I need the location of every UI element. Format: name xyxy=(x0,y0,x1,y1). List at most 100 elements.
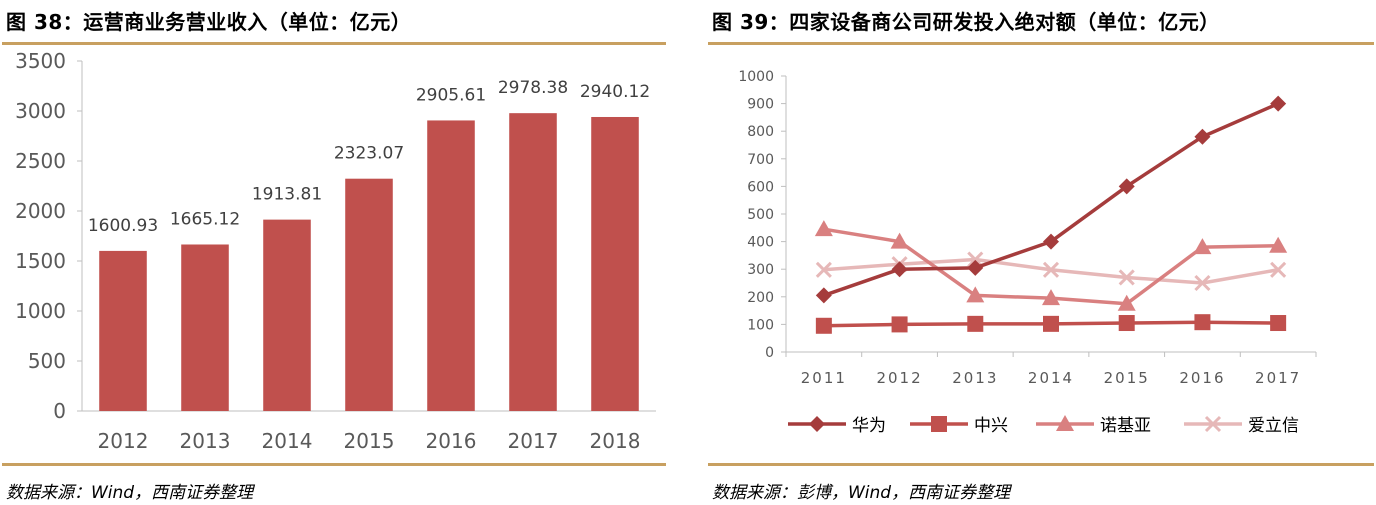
bar-x-tick-label: 2016 xyxy=(426,429,477,453)
series-zte xyxy=(815,314,1287,334)
data-point-nokia xyxy=(1117,294,1136,311)
data-point-huawei xyxy=(1194,128,1211,145)
bar-data-label: 2905.61 xyxy=(416,85,486,105)
left-source-note: 数据来源：Wind，西南证券整理 xyxy=(6,483,254,503)
bar-y-tick-label: 1000 xyxy=(15,299,66,323)
bar-2015 xyxy=(345,178,393,411)
left-bottom-rule xyxy=(2,463,666,466)
right-bottom-rule xyxy=(708,463,1374,466)
data-point-zte xyxy=(1194,314,1211,331)
data-point-huawei xyxy=(1270,95,1287,112)
series-ericsson xyxy=(815,251,1287,292)
legend-entry-ericsson: 爱立信 xyxy=(1184,415,1299,436)
right-source-note: 数据来源：彭博，Wind，西南证券整理 xyxy=(712,483,1011,503)
bar-2017 xyxy=(509,113,557,412)
data-point-huawei xyxy=(967,259,984,276)
data-point-zte xyxy=(891,316,908,333)
data-point-nokia xyxy=(966,286,985,303)
line-x-tick-label: 2015 xyxy=(1104,369,1150,387)
series-nokia xyxy=(814,220,1288,311)
line-y-tick-label: 900 xyxy=(747,97,774,113)
bar-x-tick-label: 2014 xyxy=(262,429,313,453)
bar-data-label: 2978.38 xyxy=(498,78,568,98)
line-y-tick-label: 0 xyxy=(765,345,774,361)
left-chart-panel: 图 38：运营商业务营业收入（单位：亿元） 0 500 1000 1500 2000 25… xyxy=(0,0,668,505)
data-point-ericsson xyxy=(815,261,832,278)
bar-x-tick-label: 2015 xyxy=(344,429,395,453)
data-point-huawei xyxy=(815,287,832,304)
bar-data-label: 2323.07 xyxy=(334,144,404,164)
bar-x-tick-label: 2013 xyxy=(180,429,231,453)
bar-data-label: 1913.81 xyxy=(252,185,322,205)
line-x-tick-label: 2014 xyxy=(1028,369,1074,387)
line-y-tick-label: 100 xyxy=(747,317,774,333)
bar-data-label: 1600.93 xyxy=(88,216,158,236)
bar-2013 xyxy=(181,244,229,411)
bar-y-tick-label: 2500 xyxy=(15,149,66,173)
data-point-huawei xyxy=(891,261,908,278)
line-x-tick-label: 2013 xyxy=(952,369,998,387)
line-x-tick-label: 2011 xyxy=(801,369,847,387)
bar-chart: 0 500 1000 1500 2000 2500 3000 3500 1600.93 2012 1… xyxy=(15,49,656,453)
data-point-nokia xyxy=(1042,289,1060,306)
bar-2016 xyxy=(427,120,475,412)
right-top-rule xyxy=(708,42,1374,45)
data-point-nokia xyxy=(814,220,833,237)
data-point-nokia xyxy=(1269,236,1288,253)
legend-label: 中兴 xyxy=(974,416,1008,436)
legend-marker xyxy=(931,416,947,432)
line-y-tick-label: 1000 xyxy=(738,69,774,85)
bar-y-tick-label: 0 xyxy=(53,399,66,423)
bar-y-tick-label: 1500 xyxy=(15,249,66,273)
legend-marker xyxy=(1204,415,1222,433)
left-chart-title: 图 38：运营商业务营业收入（单位：亿元） xyxy=(6,10,412,34)
data-point-ericsson xyxy=(1042,261,1060,278)
bar-y-tick-label: 2000 xyxy=(15,199,66,223)
data-point-ericsson xyxy=(1194,274,1211,292)
bar-2014 xyxy=(263,219,311,411)
bar-x-tick-label: 2017 xyxy=(508,429,559,453)
legend-label: 爱立信 xyxy=(1248,416,1299,436)
legend-marker xyxy=(1056,415,1074,431)
line-x-tick-label: 2016 xyxy=(1179,369,1225,387)
line-x-tick-label: 2017 xyxy=(1255,369,1301,387)
legend-entry-nokia: 诺基亚 xyxy=(1036,415,1151,436)
legend-entry-zte: 中兴 xyxy=(910,416,1008,436)
data-point-zte xyxy=(1270,315,1287,332)
line-chart: 0 100 200 300 400 500 600 700 800 900 1000 2011 2012… xyxy=(738,69,1317,436)
line-y-tick-label: 300 xyxy=(747,262,774,278)
line-y-tick-label: 800 xyxy=(747,124,774,140)
data-point-zte xyxy=(967,315,984,332)
left-top-rule xyxy=(2,42,666,45)
data-point-nokia xyxy=(890,232,909,249)
data-point-huawei xyxy=(1043,233,1059,250)
data-point-ericsson xyxy=(1270,261,1287,278)
right-chart-title: 图 39：四家设备商公司研发投入绝对额（单位：亿元） xyxy=(712,10,1220,34)
legend-label: 华为 xyxy=(852,416,886,436)
data-point-huawei xyxy=(1118,178,1135,195)
data-point-zte xyxy=(815,317,832,334)
legend-marker xyxy=(809,416,825,432)
right-chart-panel: 图 39：四家设备商公司研发投入绝对额（单位：亿元） 0 100 200 300 400… xyxy=(706,0,1376,505)
line-y-tick-label: 400 xyxy=(747,235,774,251)
bar-data-label: 2940.12 xyxy=(580,82,650,102)
bar-y-tick-label: 3500 xyxy=(15,49,66,73)
line-y-tick-label: 200 xyxy=(747,290,774,306)
series-huawei xyxy=(815,95,1287,304)
bar-y-tick-label: 3000 xyxy=(15,99,66,123)
line-y-tick-label: 600 xyxy=(747,179,774,195)
bar-x-tick-label: 2018 xyxy=(590,429,641,453)
bar-2018 xyxy=(591,116,639,411)
line-x-tick-label: 2012 xyxy=(876,369,922,387)
bar-y-tick-label: 500 xyxy=(28,349,66,373)
series-line-huawei xyxy=(823,101,1279,298)
line-y-tick-label: 700 xyxy=(747,152,774,168)
data-point-ericsson xyxy=(1118,269,1135,286)
legend-label: 诺基亚 xyxy=(1100,416,1151,436)
line-y-tick-label: 500 xyxy=(747,207,774,223)
data-point-ericsson xyxy=(967,251,984,268)
bar-data-label: 1665.12 xyxy=(170,209,240,229)
legend-entry-huawei: 华为 xyxy=(788,416,886,436)
data-point-nokia xyxy=(1193,238,1212,255)
data-point-zte xyxy=(1043,315,1059,332)
